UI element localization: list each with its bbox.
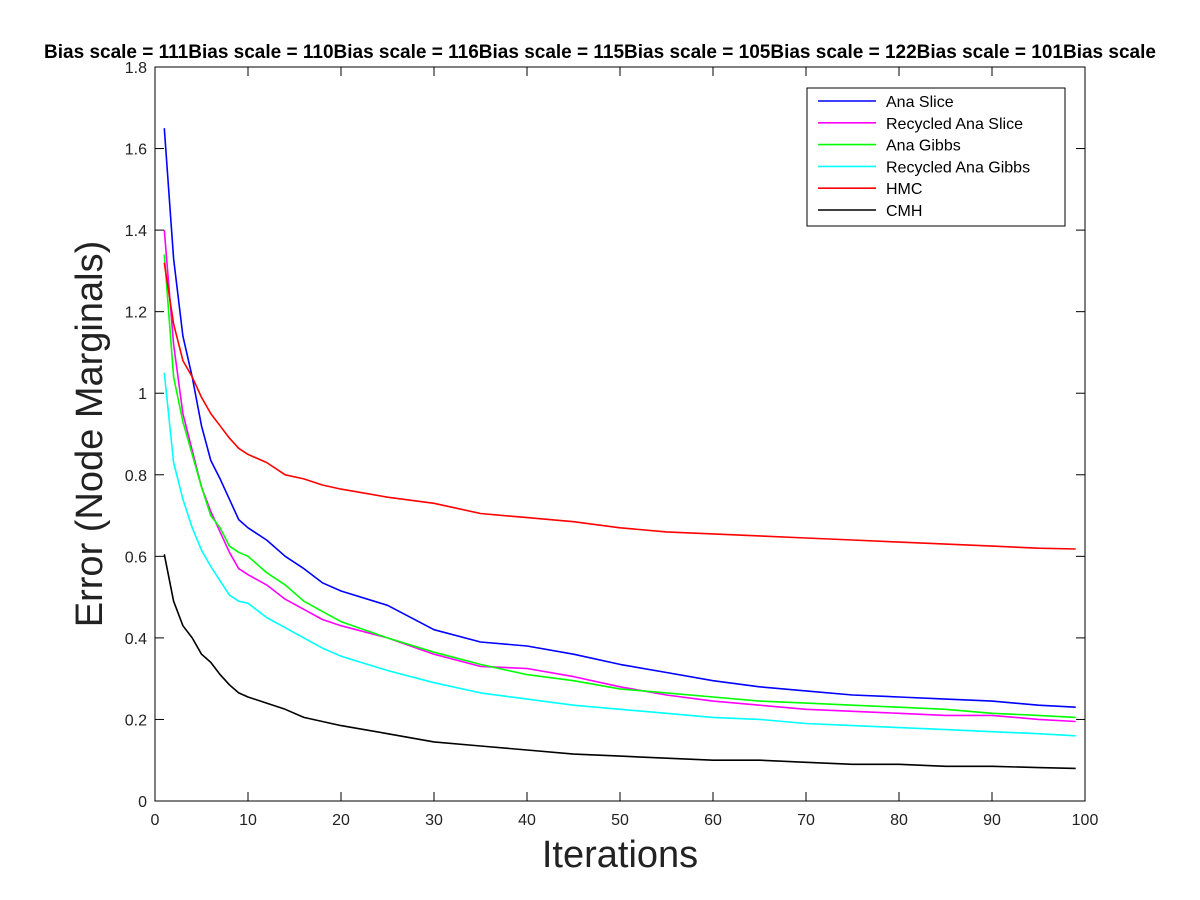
x-tick-label: 30 [425, 812, 443, 829]
y-axis-title: Error (Node Marginals) [69, 241, 111, 627]
legend-box [806, 87, 1066, 227]
x-tick-label: 0 [151, 812, 160, 829]
legend-label-hmc: HMC [886, 181, 922, 198]
series-line-recycled-ana-gibbs [163, 372, 1076, 737]
x-tick-label: 50 [611, 812, 629, 829]
x-tick-label: 60 [704, 812, 722, 829]
chart-title: Bias scale = 111Bias scale = 110Bias sca… [44, 42, 1156, 63]
y-tick-label: 0 [138, 794, 147, 811]
legend: Ana Slice Recycled Ana Slice Ana Gibbs Recy… [806, 87, 1066, 227]
legend-label-ana-gibbs: Ana Gibbs [886, 138, 961, 155]
y-tick-label: 1.4 [125, 223, 147, 240]
series-line-hmc [163, 262, 1076, 550]
legend-label-recycled-ana-slice: Recycled Ana Slice [886, 116, 1023, 133]
legend-label-cmh: CMH [886, 203, 922, 220]
x-tick-label: 80 [890, 812, 908, 829]
legend-label-ana-slice: Ana Slice [886, 94, 954, 111]
series-lines [163, 128, 1076, 770]
y-tick-label: 0.4 [125, 631, 147, 648]
y-tick-label: 1 [138, 386, 147, 403]
y-tick-label: 1.6 [125, 142, 147, 159]
x-tick-label: 20 [332, 812, 350, 829]
y-tick-label: 1.2 [125, 305, 147, 322]
series-line-ana-gibbs [163, 254, 1076, 719]
x-tick-label: 90 [983, 812, 1001, 829]
x-axis-title: Iterations [542, 834, 698, 876]
x-tick-label: 100 [1072, 812, 1099, 829]
legend-label-recycled-ana-gibbs: Recycled Ana Gibbs [886, 159, 1030, 176]
y-tick-label: 0.8 [125, 468, 147, 485]
series-line-cmh [163, 554, 1076, 770]
y-tick-label: 0.6 [125, 549, 147, 566]
x-axis: 0 10 20 30 40 50 60 70 80 90 100 [151, 67, 1099, 829]
x-tick-label: 40 [518, 812, 536, 829]
x-tick-label: 10 [239, 812, 257, 829]
y-axis: 0 0.2 0.4 0.6 0.8 1 1.2 1.4 1.6 1.8 [125, 60, 1085, 811]
y-tick-label: 0.2 [125, 712, 147, 729]
x-tick-label: 70 [797, 812, 815, 829]
series-line-ana-slice [163, 128, 1076, 708]
y-tick-label: 1.8 [125, 60, 147, 77]
